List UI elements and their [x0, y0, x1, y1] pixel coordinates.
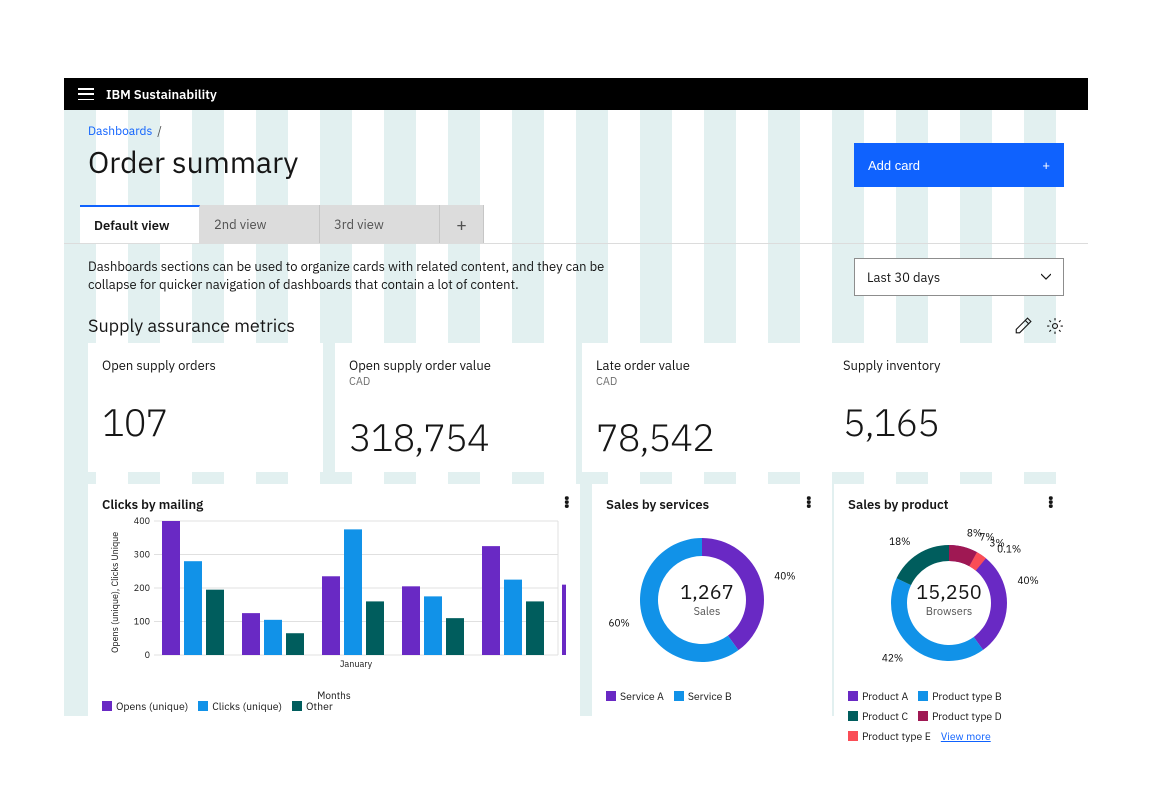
- kpi-card: Open supply order value CAD 318,754: [335, 343, 570, 472]
- kpi-card: Supply inventory 5,165: [829, 343, 1064, 472]
- svg-text:60%: 60%: [608, 616, 629, 629]
- kpi-value: 78,542: [596, 413, 803, 462]
- svg-text:42%: 42%: [882, 651, 903, 664]
- brand-label: IBM Sustainability: [106, 86, 217, 103]
- svg-text:January: January: [340, 659, 373, 670]
- tabs: Default view2nd view3rd view+: [64, 205, 1088, 244]
- breadcrumb-sep: /: [155, 124, 164, 139]
- dashboard-frame: IBM Sustainability Dashboards / Order su…: [64, 78, 1088, 716]
- legend: Product A Product type B Product C Product …: [848, 689, 1050, 743]
- svg-text:0: 0: [145, 650, 150, 661]
- kpi-value: 318,754: [349, 413, 556, 462]
- date-range-label: Last 30 days: [867, 269, 940, 286]
- legend-item: Product type D: [918, 709, 1002, 723]
- section-description: Dashboards sections can be used to organ…: [88, 258, 608, 296]
- kpi-card: Late order value CAD 78,542: [582, 343, 817, 472]
- legend-item: Product type E: [848, 729, 931, 743]
- card-title: Clicks by mailing: [102, 496, 566, 513]
- legend-item: Service A: [606, 689, 664, 703]
- section-title: Supply assurance metrics: [88, 314, 295, 337]
- overflow-menu-icon[interactable]: •••: [806, 496, 812, 508]
- kpi-row: Open supply orders 107Open supply order …: [64, 343, 1088, 472]
- header-region: Dashboards / Order summary Add card + De…: [64, 110, 1088, 244]
- edit-icon[interactable]: [1014, 317, 1032, 335]
- breadcrumb-root[interactable]: Dashboards: [88, 124, 152, 139]
- chevron-down-icon: [1041, 272, 1051, 282]
- x-axis-label: Months: [102, 689, 566, 702]
- sales-by-services-card: Sales by services ••• 40% 60% 1,267 Sales…: [592, 484, 822, 753]
- y-axis-label: Opens (unique), Clicks Unique: [110, 532, 121, 653]
- add-card-button[interactable]: Add card +: [854, 143, 1064, 187]
- svg-text:18%: 18%: [889, 535, 910, 548]
- bar-chart: 0 100 200 300 400 January: [126, 513, 566, 683]
- svg-text:0.1%: 0.1%: [997, 542, 1021, 555]
- svg-text:7%: 7%: [979, 531, 994, 544]
- card-title: Sales by product: [848, 496, 1050, 513]
- card-title: Sales by services: [606, 496, 808, 513]
- tab-3rd-view[interactable]: 3rd view: [320, 205, 440, 243]
- svg-text:40%: 40%: [1017, 574, 1038, 587]
- date-range-select[interactable]: Last 30 days: [854, 258, 1064, 296]
- legend-item: Product A: [848, 689, 908, 703]
- kpi-subtitle: CAD: [596, 375, 803, 389]
- page-title: Order summary: [88, 143, 298, 182]
- sales-by-product-card: Sales by product ••• 40%42%18%8%3%7%0.1%…: [834, 484, 1064, 753]
- legend: Service A Service B: [606, 689, 808, 703]
- kpi-subtitle: CAD: [349, 375, 556, 389]
- menu-icon[interactable]: [78, 88, 94, 100]
- kpi-title: Supply inventory: [843, 357, 1050, 374]
- kpi-title: Late order value: [596, 357, 803, 374]
- svg-text:200: 200: [134, 583, 150, 594]
- kpi-value: 5,165: [843, 398, 1050, 447]
- legend-item: Product type B: [918, 689, 1002, 703]
- donut-center-label: Sales: [680, 605, 733, 619]
- svg-text:40%: 40%: [774, 570, 795, 583]
- overflow-menu-icon[interactable]: •••: [1048, 496, 1054, 508]
- add-tab-button[interactable]: +: [440, 205, 484, 243]
- tab-default-view[interactable]: Default view: [80, 205, 200, 243]
- svg-text:300: 300: [134, 550, 150, 561]
- kpi-title: Open supply orders: [102, 357, 309, 374]
- donut-center-label: Browsers: [916, 605, 981, 619]
- top-bar: IBM Sustainability: [64, 78, 1088, 110]
- donut-center-value: 1,267: [680, 578, 733, 605]
- kpi-title: Open supply order value: [349, 357, 556, 374]
- clicks-by-mailing-card: Clicks by mailing ••• Opens (unique), Cl…: [88, 484, 580, 753]
- kpi-value: 107: [102, 398, 309, 447]
- view-more-link[interactable]: View more: [941, 729, 991, 743]
- legend-item: Product C: [848, 709, 908, 723]
- legend-item: Service B: [674, 689, 732, 703]
- overflow-menu-icon[interactable]: •••: [564, 496, 570, 508]
- add-card-label: Add card: [868, 158, 920, 173]
- kpi-card: Open supply orders 107: [88, 343, 323, 472]
- breadcrumb: Dashboards /: [88, 124, 1064, 139]
- plus-icon: +: [1042, 158, 1050, 173]
- gear-icon[interactable]: [1046, 317, 1064, 335]
- tab-2nd-view[interactable]: 2nd view: [200, 205, 320, 243]
- donut-center-value: 15,250: [916, 578, 981, 605]
- svg-text:400: 400: [134, 516, 150, 527]
- svg-text:100: 100: [134, 617, 150, 628]
